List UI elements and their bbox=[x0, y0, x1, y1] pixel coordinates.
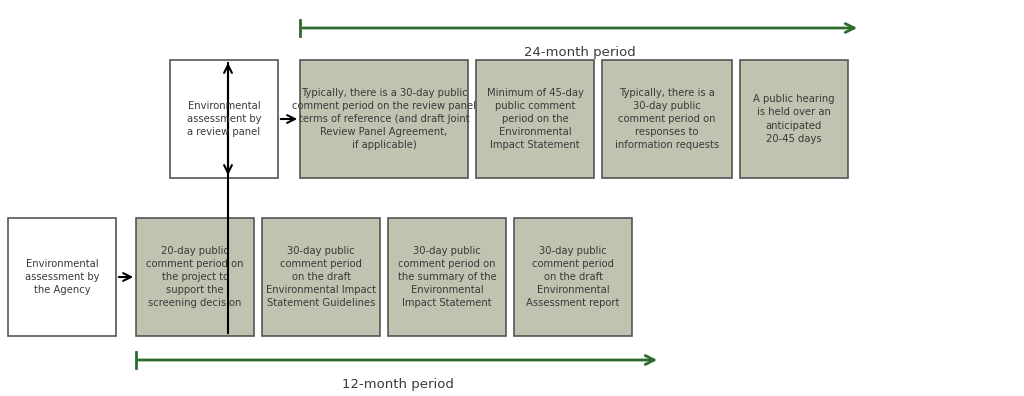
Text: 30-day public
comment period
on the draft
Environmental
Assessment report: 30-day public comment period on the draf… bbox=[526, 246, 620, 308]
Text: Typically, there is a
30-day public
comment period on
responses to
information r: Typically, there is a 30-day public comm… bbox=[615, 88, 719, 150]
Text: Environmental
assessment by
the Agency: Environmental assessment by the Agency bbox=[25, 259, 99, 295]
Bar bbox=[740, 60, 848, 178]
Text: 12-month period: 12-month period bbox=[342, 378, 454, 391]
Bar bbox=[388, 218, 506, 336]
Bar bbox=[170, 60, 278, 178]
Bar bbox=[476, 60, 594, 178]
Bar bbox=[8, 218, 116, 336]
Bar bbox=[262, 218, 380, 336]
Bar bbox=[514, 218, 632, 336]
Text: Typically, there is a 30-day public
comment period on the review panel
terms of : Typically, there is a 30-day public comm… bbox=[292, 88, 476, 150]
Bar bbox=[136, 218, 254, 336]
Text: 30-day public
comment period on
the summary of the
Environmental
Impact Statemen: 30-day public comment period on the summ… bbox=[397, 246, 497, 308]
Text: 20-day public
comment period on
the project to
support the
screening decision: 20-day public comment period on the proj… bbox=[146, 246, 244, 308]
Text: Environmental
assessment by
a review panel: Environmental assessment by a review pan… bbox=[186, 101, 261, 137]
Text: A public hearing
is held over an
anticipated
20-45 days: A public hearing is held over an anticip… bbox=[754, 94, 835, 144]
Text: Minimum of 45-day
public comment
period on the
Environmental
Impact Statement: Minimum of 45-day public comment period … bbox=[486, 88, 584, 150]
Bar bbox=[602, 60, 732, 178]
Text: 30-day public
comment period
on the draft
Environmental Impact
Statement Guideli: 30-day public comment period on the draf… bbox=[266, 246, 376, 308]
Bar bbox=[300, 60, 468, 178]
Text: 24-month period: 24-month period bbox=[524, 46, 636, 59]
